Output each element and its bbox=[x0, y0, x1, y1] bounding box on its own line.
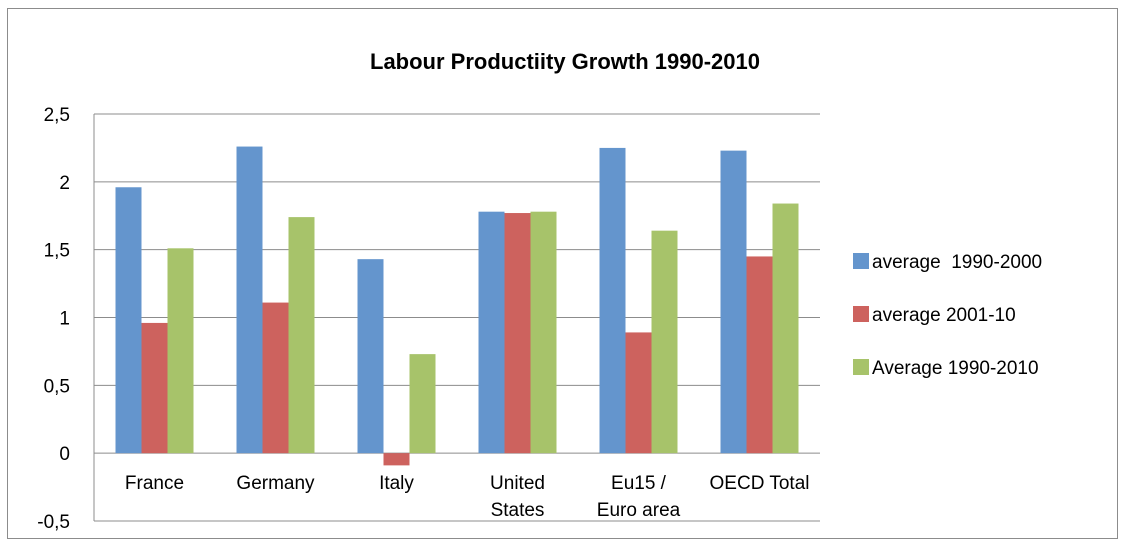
y-axis: 2,5 2 1,5 1 0,5 0 -0,5 bbox=[37, 105, 95, 533]
y-tick-label: 1,5 bbox=[44, 241, 70, 262]
bar bbox=[746, 256, 773, 454]
bar bbox=[599, 147, 626, 454]
legend-swatch bbox=[853, 253, 869, 269]
chart-title: Labour Productiity Growth 1990-2010 bbox=[370, 49, 760, 74]
legend: average 1990-2000 average 2001-10 Average … bbox=[853, 252, 1042, 379]
legend-label: average 1990-2000 bbox=[872, 252, 1042, 273]
gridlines bbox=[94, 113, 820, 522]
legend-label: average 2001-10 bbox=[872, 305, 1016, 326]
x-axis-labels: France Germany Italy United States Eu15 /Euro… bbox=[125, 473, 810, 521]
x-category-label: Germany bbox=[236, 473, 315, 494]
x-category-label: United States bbox=[490, 473, 545, 521]
bar bbox=[167, 248, 194, 454]
bar bbox=[720, 150, 747, 454]
x-category-label: Eu15 /Euro area bbox=[597, 473, 681, 521]
bar bbox=[478, 211, 505, 454]
y-tick-label: 0,5 bbox=[44, 376, 70, 397]
y-tick-label: 1 bbox=[59, 309, 70, 330]
bar bbox=[357, 259, 384, 454]
bar bbox=[141, 322, 168, 454]
bar bbox=[409, 354, 436, 454]
legend-swatch bbox=[853, 306, 869, 322]
x-category-label: France bbox=[125, 473, 184, 494]
y-tick-label: -0,5 bbox=[37, 512, 70, 533]
bar bbox=[625, 332, 652, 454]
legend-swatch bbox=[853, 359, 869, 375]
legend-label: Average 1990-2010 bbox=[872, 358, 1039, 379]
y-tick-label: 2,5 bbox=[44, 105, 70, 126]
bar bbox=[262, 302, 289, 454]
bar bbox=[504, 213, 531, 454]
bar bbox=[383, 453, 410, 466]
bar bbox=[115, 187, 142, 454]
x-category-label: Italy bbox=[379, 473, 414, 494]
bar bbox=[651, 230, 678, 454]
y-tick-label: 2 bbox=[59, 173, 70, 194]
y-tick-label: 0 bbox=[59, 444, 70, 465]
bar bbox=[772, 203, 799, 454]
bar bbox=[236, 146, 263, 454]
bar bbox=[530, 211, 557, 454]
bar bbox=[288, 217, 315, 454]
x-category-label: OECD Total bbox=[710, 473, 810, 494]
bars bbox=[115, 146, 799, 466]
